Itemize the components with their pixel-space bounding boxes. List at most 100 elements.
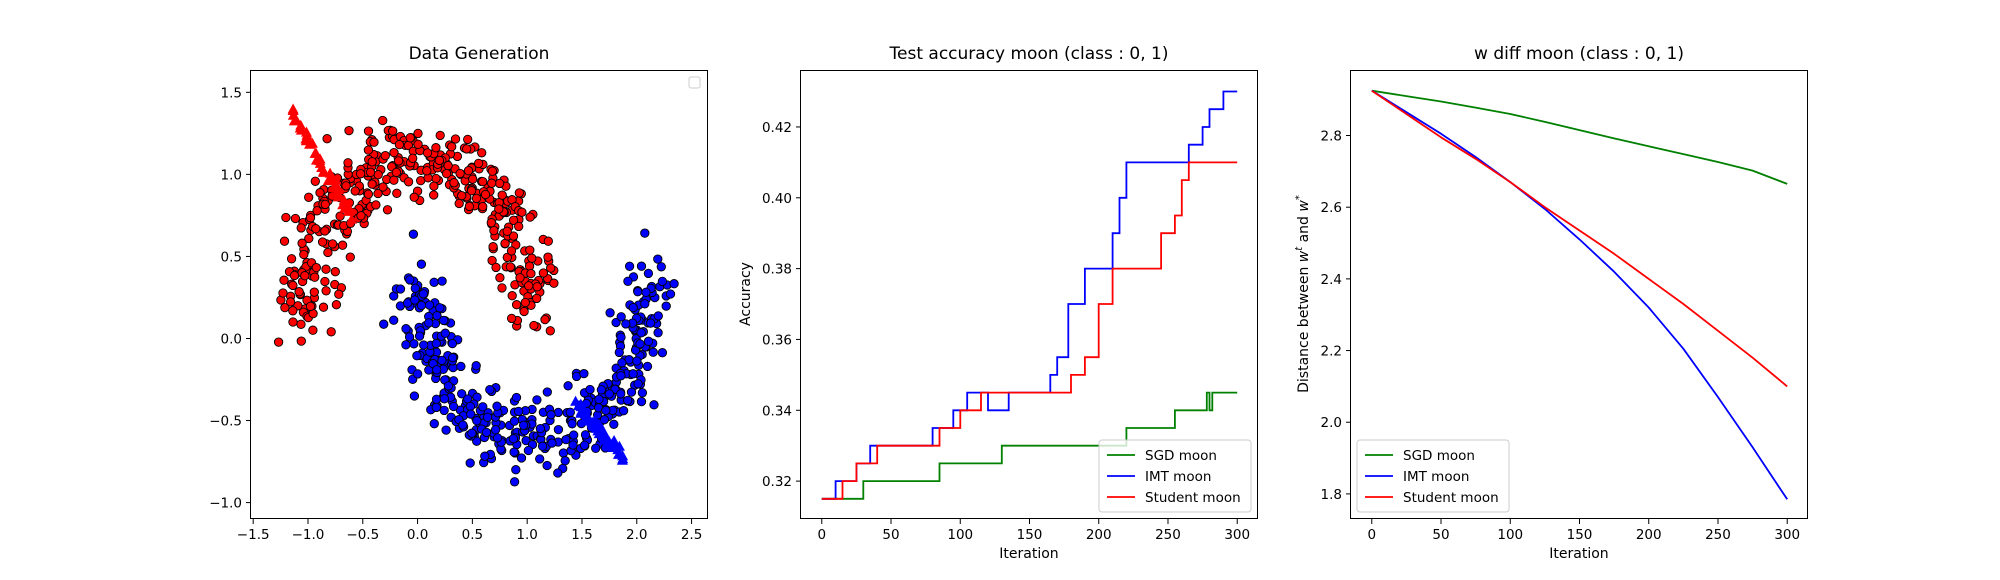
class-1-point xyxy=(611,317,621,328)
class-0-point xyxy=(478,176,488,187)
class-0-point xyxy=(403,177,414,187)
class-0-point xyxy=(331,300,342,310)
wdiff-y-tick-label: 2.6 xyxy=(1321,200,1342,216)
class-1-point xyxy=(440,328,450,338)
class-1-point xyxy=(560,456,570,466)
class-1-point xyxy=(410,283,420,293)
class-1-point xyxy=(508,434,519,444)
class-0-point xyxy=(373,170,383,180)
class-0-point xyxy=(489,225,499,236)
class-0-point xyxy=(520,297,530,308)
class-1-point xyxy=(509,447,519,457)
class-0-point xyxy=(322,134,332,144)
class-0-point xyxy=(463,166,474,176)
class-1-point xyxy=(395,284,406,294)
class-1-point xyxy=(456,361,466,372)
class-1-point xyxy=(605,308,615,318)
wdiff-legend-label-student: Student moon xyxy=(1403,490,1499,506)
accuracy-y-tick-label: 0.34 xyxy=(762,403,792,419)
class-1-point xyxy=(623,395,633,406)
scatter-x-tick-label: −1.5 xyxy=(237,527,270,543)
class-0-point xyxy=(320,226,330,236)
class-0-point xyxy=(317,237,328,247)
scatter-x-tick-label: −1.0 xyxy=(292,527,325,543)
class-1-point xyxy=(547,438,557,448)
scatter-y-tick-label: 1.0 xyxy=(221,167,242,183)
class-1-point xyxy=(579,440,590,450)
class-0-point xyxy=(304,233,314,244)
class-0-point xyxy=(515,273,525,283)
accuracy-y-tick-label: 0.36 xyxy=(762,332,792,348)
class-0-point xyxy=(488,242,498,252)
wdiff-x-tick-label: 300 xyxy=(1774,527,1800,543)
class-0-point xyxy=(330,267,340,277)
class-1-point xyxy=(467,428,477,438)
class-1-point xyxy=(636,396,647,407)
class-0-point xyxy=(422,166,432,176)
blue-trajectory-marker xyxy=(617,450,629,461)
class-0-point xyxy=(463,134,473,145)
class-1-point xyxy=(626,387,637,397)
class-0-point xyxy=(480,189,491,200)
class-1-point xyxy=(412,351,422,361)
wdiff-legend-label-imt: IMT moon xyxy=(1403,469,1469,485)
class-0-point xyxy=(304,192,314,202)
class-0-point xyxy=(341,181,351,191)
class-1-point xyxy=(568,440,578,450)
class-1-point xyxy=(643,336,654,346)
class-1-point xyxy=(546,410,556,420)
class-1-point xyxy=(482,412,493,422)
class-0-point xyxy=(454,198,464,209)
class-0-point xyxy=(473,158,484,169)
accuracy-axes-frame xyxy=(800,70,1258,519)
class-0-point xyxy=(429,190,439,200)
class-0-point xyxy=(506,313,517,324)
wdiff-y-label-prefix: Distance between xyxy=(1296,262,1312,393)
class-0-point xyxy=(288,317,298,327)
class-0-point xyxy=(392,188,402,198)
class-0-point xyxy=(447,142,457,152)
class-0-point xyxy=(334,289,344,299)
accuracy-x-tick-label: 300 xyxy=(1224,527,1250,543)
class-1-point xyxy=(437,276,447,286)
class-0-point xyxy=(494,178,505,189)
wdiff-ticks: 0 50 100 150 200 250 300 1.8 2.0 2.2 2.4 2.6 2.8 xyxy=(1321,129,1801,543)
wdiff-x-tick-label: 50 xyxy=(1432,527,1449,543)
class-0-point xyxy=(491,262,501,273)
class-0-point xyxy=(320,199,330,210)
scatter-x-tick-label: −0.5 xyxy=(346,527,379,543)
class-1-point xyxy=(441,425,451,435)
class-1-point xyxy=(431,402,441,413)
wdiff-lines xyxy=(1371,89,1788,500)
accuracy-panel: Test accuracy moon (class : 0, 1) 0 50 100… xyxy=(738,44,1258,562)
class-0-point xyxy=(312,206,322,216)
class-0-point xyxy=(549,278,559,288)
class-0-point xyxy=(450,134,461,144)
accuracy-x-tick-label: 200 xyxy=(1086,527,1112,543)
class-1-point xyxy=(409,391,420,401)
class-1-point xyxy=(617,358,627,368)
class-0-point xyxy=(367,179,377,189)
class-0-point xyxy=(486,218,496,228)
class-0-point xyxy=(394,139,405,150)
accuracy-x-tick-label: 150 xyxy=(1017,527,1043,543)
scatter-y-tick-label: −1.0 xyxy=(209,496,242,512)
class-0-point xyxy=(502,252,512,263)
class-1-point xyxy=(618,406,629,416)
class-0-point xyxy=(494,204,504,214)
class-0-point xyxy=(371,200,381,210)
accuracy-legend-box xyxy=(1098,439,1252,513)
class-1-point xyxy=(628,302,638,313)
accuracy-y-tick-label: 0.40 xyxy=(762,191,792,207)
class-1-point xyxy=(523,445,534,456)
class-0-point xyxy=(529,320,539,331)
class-0-point xyxy=(323,247,333,258)
class-1-point xyxy=(472,416,482,426)
class-1-point xyxy=(437,355,447,366)
class-0-point xyxy=(309,287,319,297)
class-1-point xyxy=(565,407,575,417)
class-0-point xyxy=(495,273,505,283)
class-1-point xyxy=(511,392,522,403)
imt-wdiff-line xyxy=(1371,89,1788,500)
class-1-point xyxy=(656,262,666,272)
